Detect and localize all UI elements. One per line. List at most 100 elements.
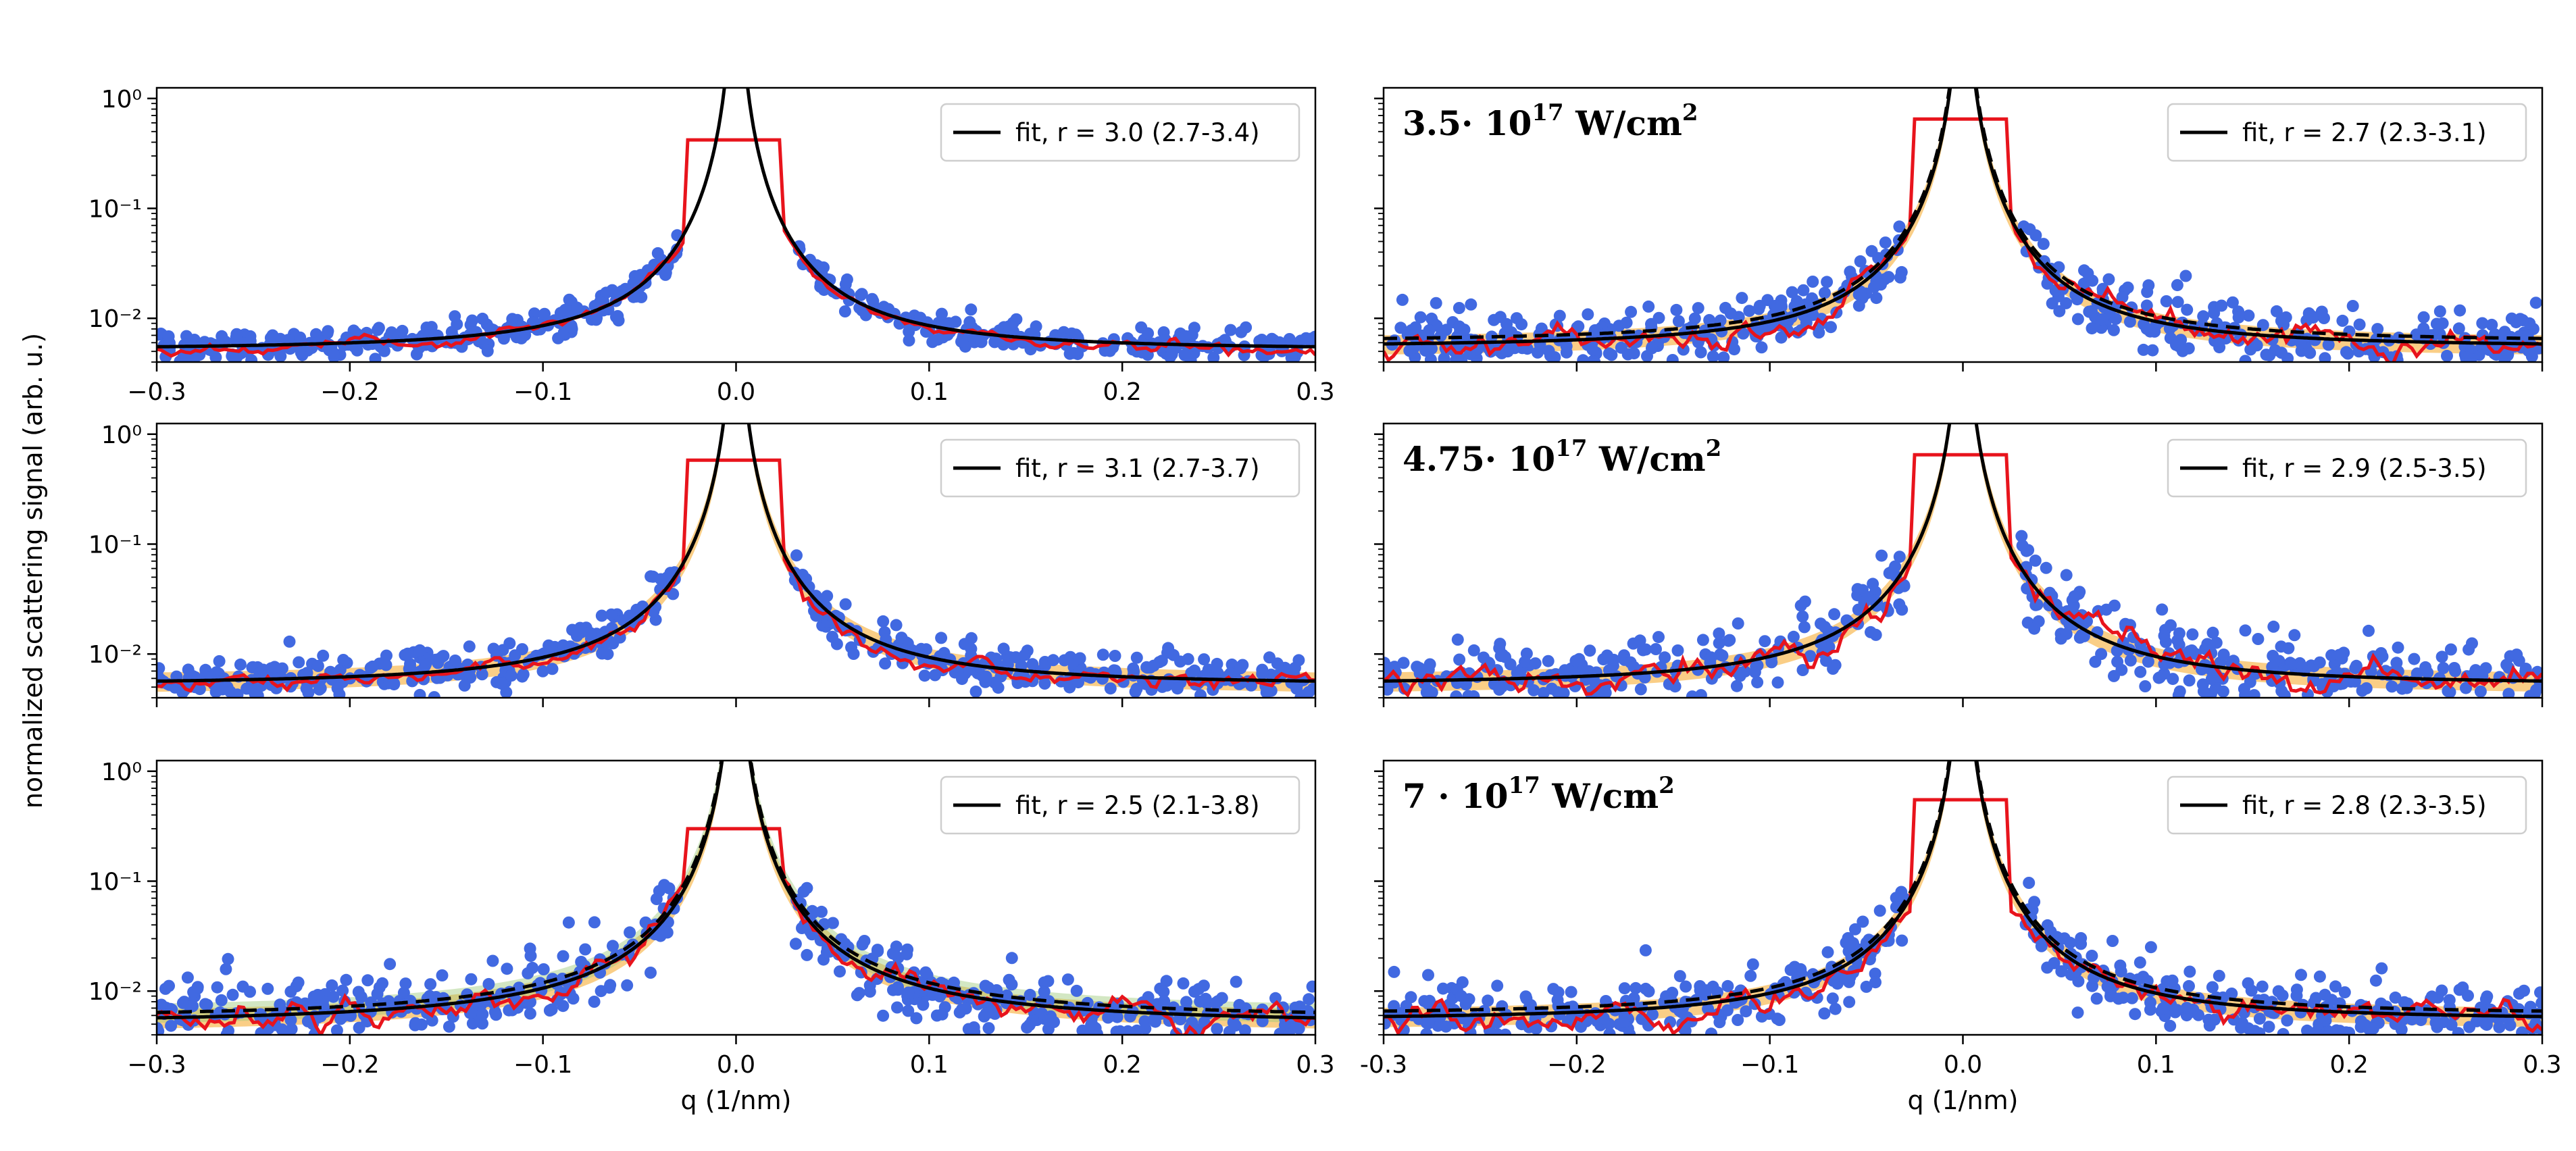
data-point: [2075, 931, 2088, 944]
data-point: [1547, 983, 1560, 996]
data-point: [1230, 1019, 1242, 1032]
data-point: [2285, 658, 2298, 670]
annotation-exponent: 17: [1532, 99, 1563, 126]
data-point: [2140, 299, 2153, 312]
data-point: [2321, 685, 2333, 698]
data-point: [420, 658, 432, 671]
data-point: [2278, 689, 2291, 698]
data-point: [327, 990, 340, 1003]
annotation-unit-exponent: 2: [1682, 99, 1698, 126]
data-point: [1702, 1002, 1715, 1015]
data-point: [1707, 350, 1719, 362]
data-point: [2360, 682, 2373, 694]
data-point: [2253, 1013, 2266, 1025]
x-tick-label: 0.0: [717, 378, 755, 406]
data-point: [313, 683, 326, 696]
data-point: [2183, 979, 2195, 992]
data-point: [988, 336, 1001, 349]
data-point: [1459, 998, 1472, 1011]
panels: −0.3 −0.2 −0.1 0.0 0.1 0.2 0.3 10⁰ 10⁻¹ 10⁻² fit, …: [89, 86, 2562, 1115]
data-point: [2060, 628, 2073, 640]
data-point: [2140, 322, 2153, 335]
data-point: [1005, 952, 1018, 965]
data-point: [1424, 353, 1437, 362]
uncertainty-band: [1384, 88, 2542, 355]
data-point: [293, 656, 305, 669]
data-point: [1070, 984, 1083, 997]
data-point: [2215, 299, 2228, 312]
data-point: [2217, 685, 2229, 698]
data-point: [1197, 979, 1210, 992]
data-point: [1827, 663, 1840, 675]
data-point: [216, 330, 228, 342]
data-point: [163, 979, 175, 992]
data-point: [1240, 321, 1253, 334]
data-point: [369, 353, 382, 362]
data-point: [2129, 1008, 2142, 1021]
data-point: [509, 649, 522, 662]
data-point: [1388, 965, 1400, 978]
data-point: [1875, 278, 1887, 291]
data-point: [647, 570, 659, 583]
data-point: [1582, 308, 1594, 321]
data-point: [2288, 629, 2301, 642]
data-point: [2252, 633, 2265, 645]
data-point: [2307, 1027, 2320, 1035]
data-point: [2333, 648, 2346, 661]
data-point: [839, 598, 852, 611]
data-point: [1301, 1004, 1314, 1017]
data-point: [2023, 877, 2036, 889]
data-point: [1494, 311, 1507, 324]
data-point: [601, 648, 614, 661]
data-point: [2183, 674, 2196, 687]
data-point: [1430, 297, 1442, 309]
data-point: [409, 1019, 422, 1031]
data-point: [2343, 1027, 2356, 1035]
data-point: [2116, 291, 2129, 303]
data-point: [1869, 967, 1882, 980]
data-point: [1114, 1025, 1126, 1035]
data-point: [1096, 648, 1109, 661]
data-point: [1061, 973, 1074, 986]
data-point: [1721, 979, 1734, 992]
data-point: [1186, 1016, 1198, 1029]
data-point: [902, 1004, 915, 1017]
data-point: [563, 293, 576, 306]
data-point: [1042, 975, 1055, 988]
data-point: [2281, 1014, 2294, 1027]
data-point: [2106, 935, 2119, 947]
data-point: [2375, 962, 2388, 975]
data-point: [826, 917, 839, 929]
data-point: [380, 659, 393, 671]
data-point: [1798, 621, 1811, 634]
fit-line-dashed: [1384, 761, 2542, 1013]
data-point: [222, 1025, 234, 1035]
data-point: [1559, 664, 1571, 677]
data-point: [528, 307, 540, 320]
data-point: [2156, 603, 2169, 616]
data-point: [982, 1022, 995, 1035]
data-point: [2037, 238, 2050, 251]
data-point: [1893, 551, 1906, 563]
data-point: [2534, 986, 2542, 999]
data-point: [2476, 317, 2489, 330]
data-point: [2044, 925, 2057, 938]
data-point: [537, 963, 550, 975]
data-point: [1104, 682, 1117, 695]
data-point: [1852, 603, 1865, 616]
data-point: [1306, 980, 1315, 993]
data-point: [2165, 619, 2177, 632]
data-point: [1142, 327, 1155, 340]
data-point: [1755, 341, 1768, 354]
data-point: [658, 879, 671, 892]
data-point: [2367, 1022, 2379, 1035]
data-point: [1384, 661, 1394, 673]
data-point: [2086, 322, 2098, 335]
data-point: [2226, 296, 2239, 309]
data-point: [1130, 682, 1143, 695]
data-point: [877, 1009, 890, 1022]
data-point: [2071, 293, 2083, 306]
data-point: [936, 1008, 949, 1021]
data-point: [2160, 295, 2173, 307]
